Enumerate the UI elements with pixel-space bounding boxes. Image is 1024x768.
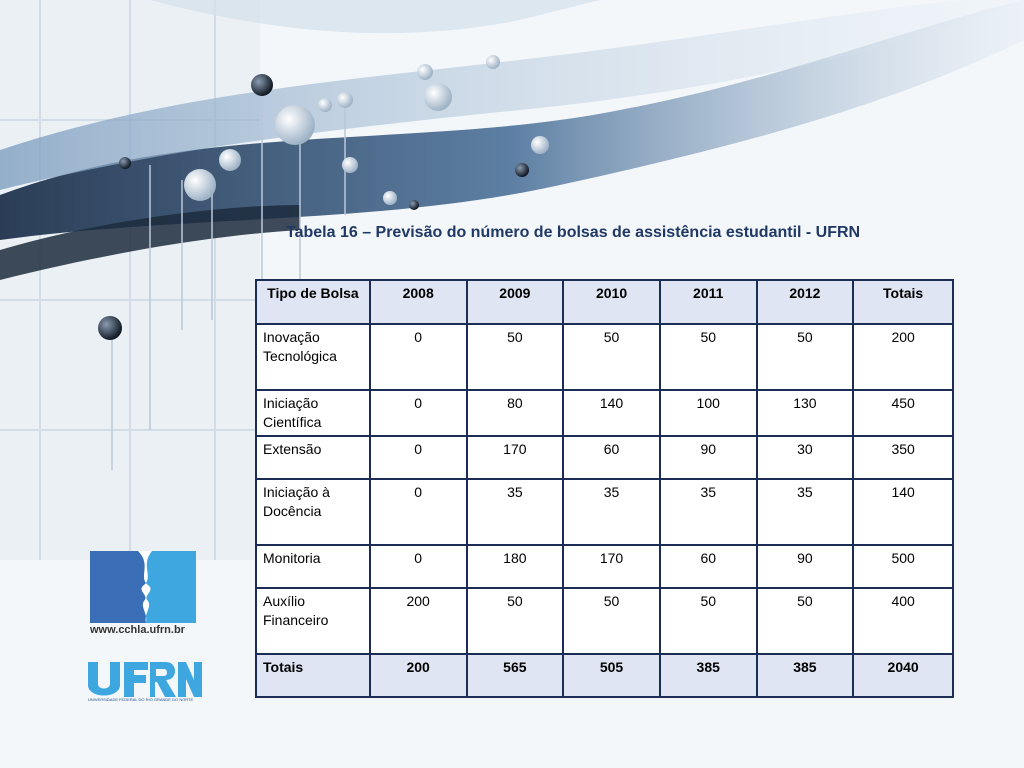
cell-value: 500	[852, 544, 954, 589]
ufrn-subtitle: UNIVERSIDADE FEDERAL DO RIO GRANDE DO NO…	[88, 697, 194, 702]
cell-value: 100	[658, 389, 758, 437]
cell-value: 35	[562, 478, 661, 546]
cell-value: 90	[755, 544, 855, 589]
cell-value: 170	[562, 544, 661, 589]
total-value: 200	[368, 653, 468, 698]
cell-value: 0	[368, 323, 468, 391]
header-2011: 2011	[658, 279, 758, 325]
row-label: Monitoria	[255, 544, 371, 589]
cchla-logo	[90, 551, 196, 623]
cell-value: 400	[852, 587, 954, 655]
row-label: Auxílio Financeiro	[255, 587, 371, 655]
table-header-row: Tipo de Bolsa 2008 2009 2010 2011 2012 T…	[255, 279, 954, 325]
total-value: 505	[562, 653, 661, 698]
cell-value: 50	[465, 587, 565, 655]
cell-value: 50	[562, 323, 661, 391]
ufrn-logo	[88, 662, 202, 697]
cell-value: 80	[465, 389, 565, 437]
cell-value: 0	[368, 544, 468, 589]
row-label: Extensão	[255, 435, 371, 480]
cell-value: 60	[562, 435, 661, 480]
header-totais: Totais	[852, 279, 954, 325]
cell-value: 50	[658, 323, 758, 391]
table-row: Iniciação Científica 0 80 140 100 130 45…	[255, 389, 954, 437]
table-row: Iniciação à Docência 0 35 35 35 35 140	[255, 478, 954, 546]
cell-value: 130	[755, 389, 855, 437]
cell-value: 35	[755, 478, 855, 546]
cell-value: 170	[465, 435, 565, 480]
cell-value: 0	[368, 389, 468, 437]
cell-value: 350	[852, 435, 954, 480]
cell-value: 0	[368, 435, 468, 480]
cell-value: 200	[852, 323, 954, 391]
cell-value: 180	[465, 544, 565, 589]
totals-label: Totais	[255, 653, 371, 698]
slide-title: Tabela 16 – Previsão do número de bolsas…	[286, 224, 861, 241]
cell-value: 35	[658, 478, 758, 546]
table-row: Monitoria 0 180 170 60 90 500	[255, 544, 954, 589]
total-value: 565	[465, 653, 565, 698]
cell-value: 50	[465, 323, 565, 391]
header-2012: 2012	[755, 279, 855, 325]
cell-value: 50	[658, 587, 758, 655]
table-row: Auxílio Financeiro 200 50 50 50 50 400	[255, 587, 954, 655]
total-value: 2040	[852, 653, 954, 698]
row-label: Iniciação à Docência	[255, 478, 371, 546]
header-2009: 2009	[465, 279, 565, 325]
header-2010: 2010	[562, 279, 661, 325]
cell-value: 140	[562, 389, 661, 437]
header-tipo-de-bolsa: Tipo de Bolsa	[255, 279, 371, 325]
cell-value: 0	[368, 478, 468, 546]
cell-value: 30	[755, 435, 855, 480]
cell-value: 50	[755, 323, 855, 391]
cchla-url: www.cchla.ufrn.br	[90, 624, 185, 636]
table-row: Inovação Tecnológica 0 50 50 50 50 200	[255, 323, 954, 391]
total-value: 385	[755, 653, 855, 698]
cell-value: 90	[658, 435, 758, 480]
scholarship-table: Tipo de Bolsa 2008 2009 2010 2011 2012 T…	[255, 279, 954, 698]
row-label: Inovação Tecnológica	[255, 323, 371, 391]
total-value: 385	[658, 653, 758, 698]
header-2008: 2008	[368, 279, 468, 325]
cell-value: 200	[368, 587, 468, 655]
cell-value: 35	[465, 478, 565, 546]
cell-value: 50	[562, 587, 661, 655]
row-label: Iniciação Científica	[255, 389, 371, 437]
cell-value: 60	[658, 544, 758, 589]
table-row: Extensão 0 170 60 90 30 350	[255, 435, 954, 480]
cell-value: 50	[755, 587, 855, 655]
cell-value: 450	[852, 389, 954, 437]
totals-row: Totais 200 565 505 385 385 2040	[255, 653, 954, 698]
cell-value: 140	[852, 478, 954, 546]
